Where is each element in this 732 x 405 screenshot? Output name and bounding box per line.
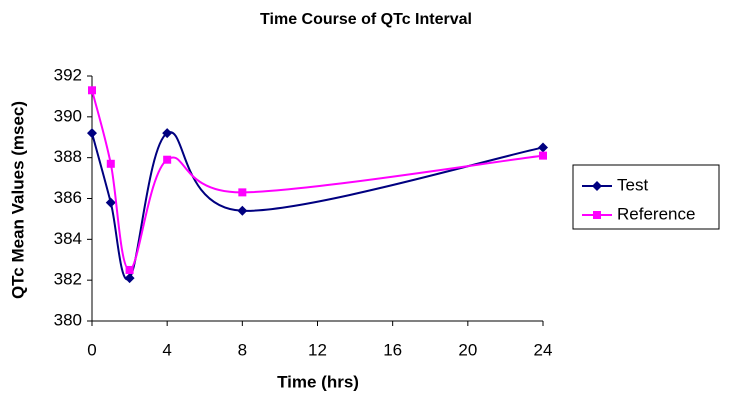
marker [105,197,116,208]
y-tick-label: 380 [54,310,82,329]
marker [106,159,115,168]
legend-label: Reference [617,204,695,223]
marker [125,265,134,274]
marker [124,273,135,284]
y-axis-title: QTc Mean Values (msec) [8,101,27,299]
x-tick-label: 12 [308,340,327,359]
y-tick-label: 392 [54,65,82,84]
marker [87,128,97,139]
legend-marker [593,211,601,219]
legend-marker [592,181,602,191]
x-tick-label: 4 [162,340,171,359]
x-tick-label: 20 [458,340,477,359]
legend-label: Test [617,175,648,194]
x-axis-title: Time (hrs) [277,372,359,391]
x-tick-label: 24 [534,340,553,359]
y-tick-label: 382 [54,270,82,289]
series-line [91,90,544,271]
x-tick-label: 0 [87,340,96,359]
marker [88,86,96,95]
x-tick-label: 8 [238,340,247,359]
chart-title: Time Course of QTc Interval [260,11,472,28]
marker [538,142,548,153]
marker [238,188,247,197]
series-line [91,131,544,281]
marker [163,155,172,164]
marker [539,151,547,160]
y-tick-label: 386 [54,188,82,207]
y-tick-label: 384 [54,229,82,248]
y-tick-label: 390 [54,106,82,125]
y-tick-label: 388 [54,147,82,166]
marker [162,128,173,139]
x-tick-label: 16 [383,340,402,359]
marker [237,205,248,216]
